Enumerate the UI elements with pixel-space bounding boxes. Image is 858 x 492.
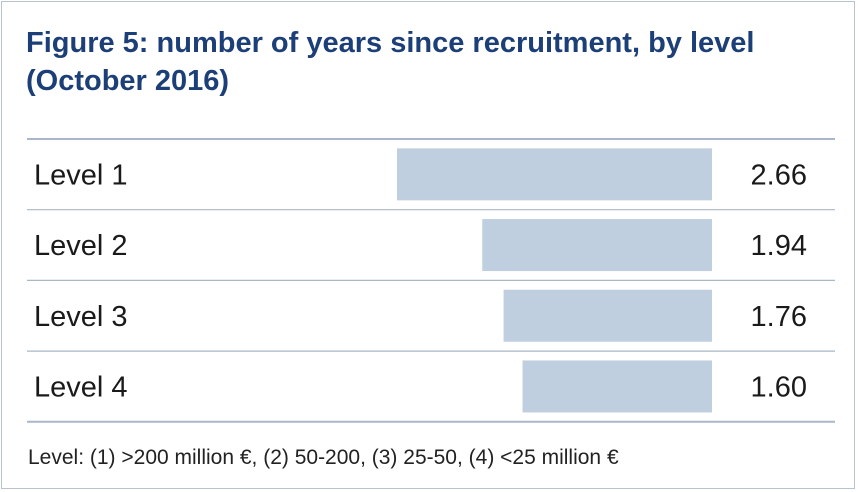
bar-level-3 xyxy=(503,289,712,342)
value-label: 1.60 xyxy=(751,371,807,403)
category-label: Level 2 xyxy=(34,230,128,262)
figure-title: Figure 5: number of years since recruitm… xyxy=(26,27,755,97)
level-legend-note: Level: (1) >200 million €, (2) 50-200, (… xyxy=(28,446,619,469)
value-label: 1.76 xyxy=(751,301,807,333)
category-label: Level 3 xyxy=(34,301,128,333)
bar-level-1 xyxy=(397,148,712,201)
category-label: Level 1 xyxy=(34,159,128,191)
category-label: Level 4 xyxy=(34,371,128,403)
value-label: 2.66 xyxy=(751,159,807,191)
bar-level-2 xyxy=(482,219,712,272)
bar-level-4 xyxy=(522,360,712,413)
value-label: 1.94 xyxy=(751,230,807,262)
